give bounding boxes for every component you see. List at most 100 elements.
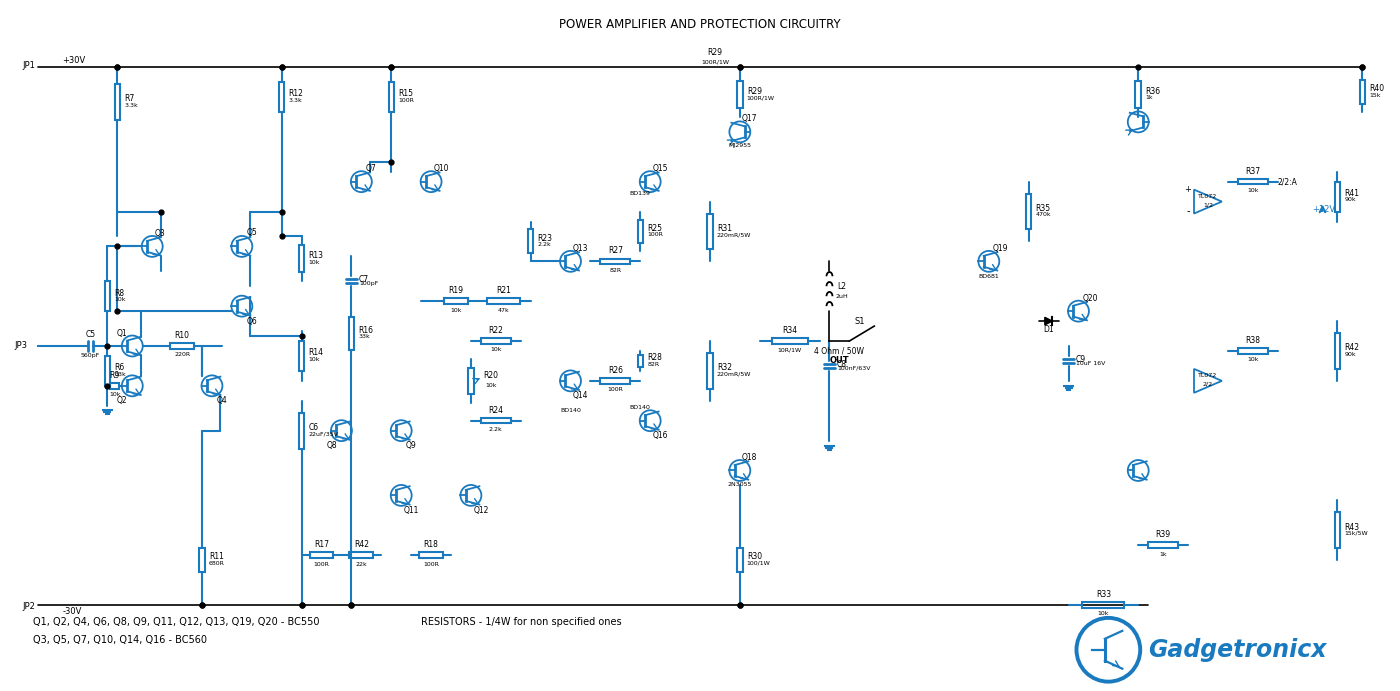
Text: 560pF: 560pF bbox=[81, 353, 99, 358]
Bar bbox=[637, 220, 643, 243]
Bar bbox=[1334, 182, 1340, 211]
Text: Q13: Q13 bbox=[573, 244, 588, 253]
Text: 100R: 100R bbox=[423, 562, 440, 567]
Text: R11: R11 bbox=[209, 552, 224, 562]
Text: Q15: Q15 bbox=[652, 164, 668, 173]
Text: Q1, Q2, Q4, Q6, Q8, Q9, Q11, Q12, Q13, Q19, Q20 - BC550: Q1, Q2, Q4, Q6, Q8, Q9, Q11, Q12, Q13, Q… bbox=[32, 617, 319, 627]
Text: OUT: OUT bbox=[830, 357, 850, 366]
Text: Q17: Q17 bbox=[742, 115, 757, 124]
Text: Q7: Q7 bbox=[365, 164, 377, 173]
Text: R24: R24 bbox=[489, 406, 504, 415]
Bar bbox=[298, 341, 304, 371]
Text: Q6: Q6 bbox=[246, 316, 258, 325]
Bar bbox=[1359, 80, 1365, 104]
Bar bbox=[349, 317, 354, 350]
Bar bbox=[111, 383, 119, 388]
Text: R40: R40 bbox=[1369, 84, 1385, 93]
Text: R23: R23 bbox=[538, 234, 553, 243]
Text: MJ2955: MJ2955 bbox=[728, 143, 752, 149]
Bar bbox=[1082, 603, 1124, 607]
Text: 220R: 220R bbox=[174, 352, 190, 357]
Text: 220mR/5W: 220mR/5W bbox=[717, 232, 752, 237]
Text: 10k: 10k bbox=[308, 357, 321, 361]
Bar bbox=[771, 339, 808, 343]
Text: 2N3055: 2N3055 bbox=[728, 482, 752, 487]
Text: 90k: 90k bbox=[1344, 198, 1357, 202]
Text: 82R: 82R bbox=[647, 361, 659, 367]
Bar bbox=[1238, 179, 1268, 184]
Text: 22k: 22k bbox=[356, 562, 367, 567]
Text: Q18: Q18 bbox=[742, 453, 757, 462]
Text: C7: C7 bbox=[358, 275, 370, 284]
Text: 2/2: 2/2 bbox=[1203, 381, 1212, 386]
Text: 1/2: 1/2 bbox=[1203, 202, 1212, 207]
Text: R15: R15 bbox=[398, 89, 413, 98]
Bar bbox=[105, 356, 111, 386]
Bar bbox=[601, 378, 630, 384]
Text: R6: R6 bbox=[115, 363, 125, 372]
Text: D1: D1 bbox=[1043, 325, 1054, 334]
Text: 680R: 680R bbox=[209, 561, 225, 566]
Text: TL072: TL072 bbox=[1198, 373, 1218, 379]
Text: 15k/5W: 15k/5W bbox=[1344, 531, 1368, 536]
Text: 4 Ohm / 50W: 4 Ohm / 50W bbox=[815, 346, 864, 355]
Text: 100R: 100R bbox=[647, 232, 664, 237]
Text: R22: R22 bbox=[489, 326, 503, 335]
Text: 100pF: 100pF bbox=[358, 281, 378, 286]
Text: R42: R42 bbox=[354, 540, 368, 549]
Bar bbox=[419, 552, 442, 558]
Bar bbox=[298, 245, 304, 272]
Bar bbox=[707, 353, 713, 389]
Text: 10R/1W: 10R/1W bbox=[777, 348, 802, 352]
Text: C6: C6 bbox=[308, 423, 319, 432]
Bar bbox=[601, 258, 630, 264]
Text: 10k: 10k bbox=[484, 384, 497, 388]
Bar bbox=[444, 299, 468, 304]
Text: R20: R20 bbox=[483, 371, 498, 380]
Text: R28: R28 bbox=[647, 353, 662, 362]
Text: 220mR/5W: 220mR/5W bbox=[717, 372, 752, 377]
Text: Gadgetronicx: Gadgetronicx bbox=[1148, 638, 1327, 662]
Text: Q12: Q12 bbox=[473, 506, 489, 515]
Bar bbox=[171, 343, 195, 349]
Bar bbox=[309, 552, 333, 558]
Bar bbox=[468, 368, 473, 394]
Text: 10k: 10k bbox=[451, 307, 462, 312]
Text: 100nF/63V: 100nF/63V bbox=[837, 366, 871, 371]
Text: R21: R21 bbox=[496, 286, 511, 295]
Text: POWER AMPLIFIER AND PROTECTION CIRCUITRY: POWER AMPLIFIER AND PROTECTION CIRCUITRY bbox=[559, 18, 841, 31]
Text: +30V: +30V bbox=[63, 56, 85, 65]
Text: 2uH: 2uH bbox=[834, 294, 848, 299]
Bar bbox=[637, 355, 643, 367]
Text: 2/2:A: 2/2:A bbox=[1278, 177, 1298, 186]
Text: 100R/1W: 100R/1W bbox=[701, 59, 729, 65]
Bar bbox=[298, 413, 304, 448]
Text: Q19: Q19 bbox=[993, 244, 1008, 253]
Bar bbox=[480, 339, 511, 343]
Text: R19: R19 bbox=[448, 286, 463, 295]
Text: BD140: BD140 bbox=[630, 405, 651, 410]
Bar bbox=[1238, 348, 1268, 354]
Text: Q3, Q5, Q7, Q10, Q14, Q16 - BC560: Q3, Q5, Q7, Q10, Q14, Q16 - BC560 bbox=[32, 635, 207, 645]
Text: Q2: Q2 bbox=[118, 396, 127, 406]
Text: Q16: Q16 bbox=[652, 431, 668, 440]
Text: C8: C8 bbox=[837, 360, 847, 369]
Bar bbox=[1135, 81, 1141, 108]
Text: 10k: 10k bbox=[1247, 188, 1259, 193]
Text: C9: C9 bbox=[1077, 355, 1086, 364]
Text: Q9: Q9 bbox=[406, 441, 417, 450]
Bar bbox=[279, 82, 284, 112]
Text: 10k: 10k bbox=[490, 348, 501, 352]
Bar bbox=[199, 548, 204, 572]
Text: R26: R26 bbox=[608, 366, 623, 375]
Text: 10k: 10k bbox=[115, 297, 126, 302]
Text: L2: L2 bbox=[837, 282, 846, 291]
Text: R31: R31 bbox=[717, 224, 732, 233]
Text: R30: R30 bbox=[746, 552, 762, 562]
Text: Q3: Q3 bbox=[155, 229, 165, 238]
Bar bbox=[1026, 193, 1032, 229]
Text: 47k: 47k bbox=[497, 307, 510, 312]
Text: 1k: 1k bbox=[1145, 95, 1152, 100]
Text: Q1: Q1 bbox=[118, 328, 127, 337]
Bar bbox=[115, 84, 120, 120]
